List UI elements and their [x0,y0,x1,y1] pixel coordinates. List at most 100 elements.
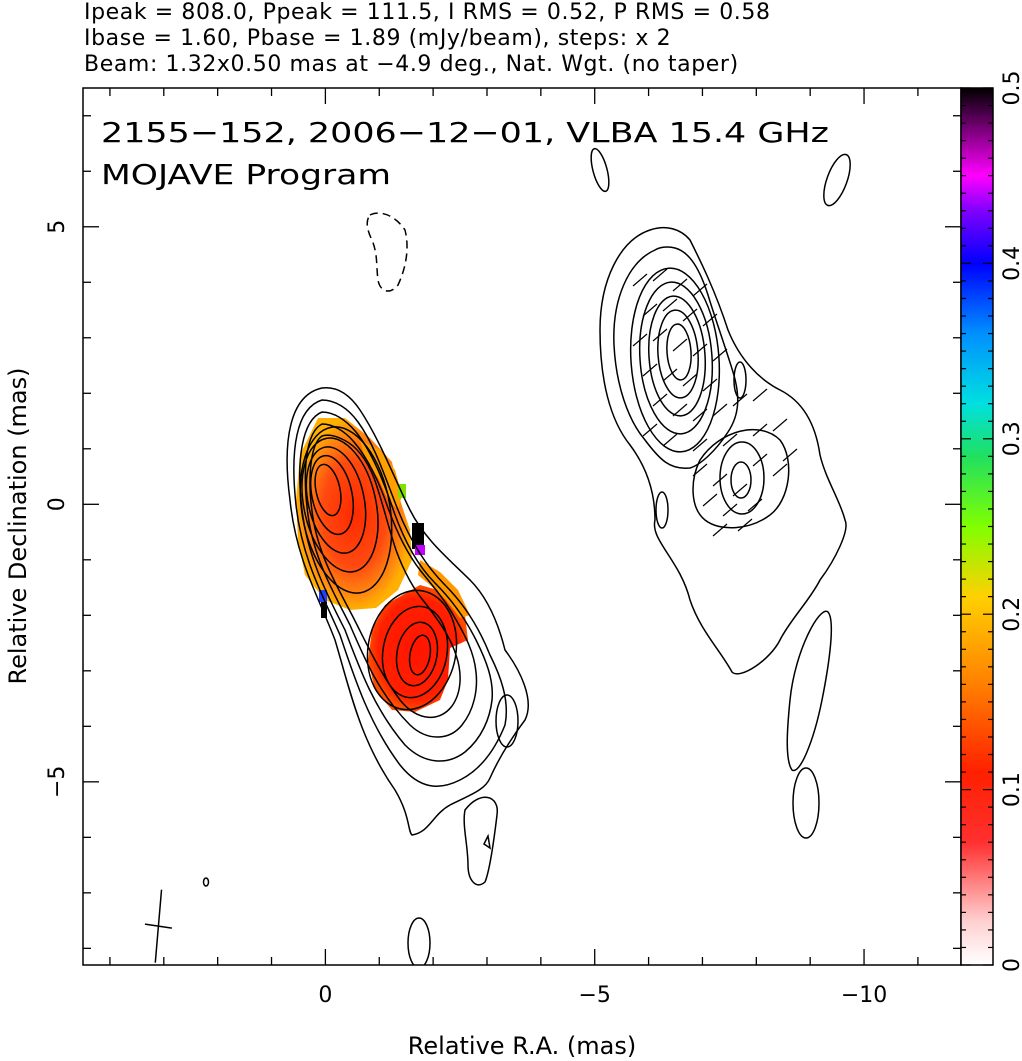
colorbar-tick-label: 0.4 [1000,246,1022,281]
polarization-vector [692,408,708,422]
polarization-vector [752,453,768,467]
contour-jet-1 [366,589,458,711]
contour-lobe-4 [638,281,714,435]
contour-island [483,833,492,850]
x-tick-label: −5 [578,983,610,1008]
contour-island [202,877,210,887]
contour-knot-3 [730,461,752,499]
contour-lobe-2 [613,246,739,469]
jet-polarization-edge [418,560,470,618]
polarization-vector [652,268,668,282]
polarization-vector [772,463,788,477]
contour-jet-4 [408,634,432,676]
polarization-vector [752,388,768,402]
polarization-vector [692,343,708,357]
polarization-vector [672,338,688,352]
polarization-vector [732,393,748,407]
contour-core-5 [314,463,342,517]
polarization-vector [642,423,658,437]
polarization-vector [682,308,698,322]
colorbar-tick-label: 0.5 [1000,71,1022,106]
contour-5 [309,434,461,719]
contour-lobe-3 [629,267,721,453]
polarization-vector [642,303,658,317]
x-tick-label: 0 [318,983,332,1008]
polarization-vector [632,333,648,347]
polarization-vectors [632,268,798,537]
contour-jet-3 [395,621,439,687]
contour-outer [286,387,529,836]
polarization-vector [752,423,768,437]
jet-polarization-region [368,585,468,712]
contour-island [792,767,820,839]
polarization-vector [737,518,753,532]
colorbar-tick-label: 0.3 [1000,421,1022,456]
polarization-vector [672,403,688,417]
colorbar [960,87,994,966]
polarization-vector [682,373,698,387]
y-tick-label: 5 [45,220,70,234]
colorbar-tick-label: 0.1 [1000,772,1022,807]
contour-core-3 [305,446,367,554]
contour-2 [293,399,508,787]
polarization-vector [632,273,648,287]
mid-polarization-pixel [398,484,406,498]
tick-labels: 0 −5 −10 5 0 −5 0 0.1 0.2 0.3 0.4 0.5 [45,71,1022,1009]
beam-marker [144,889,172,963]
contour-core-4 [309,454,355,536]
y-tick-label: −5 [45,766,70,798]
contour-island [655,491,669,529]
polarization-vector [662,433,678,447]
contour-core-2 [301,437,379,573]
polarization-vector [662,368,678,382]
contour-lobe-knot [733,361,747,399]
negative-contour [366,212,408,292]
contour-lobe-outer [599,227,847,675]
contour-3 [299,411,494,762]
high-polarization-pixel-b [415,545,425,555]
polarization-vector [772,418,788,432]
polarization-vector [702,493,718,507]
header-line-base: Ibase = 1.60, Pbase = 1.89 (mJy/beam), s… [84,26,672,51]
contour-lobe-5 [648,295,706,417]
polarization-vector [722,503,738,517]
polarization-vector [662,298,678,312]
y-tick-label: 0 [45,497,70,511]
polarization-vector [652,328,668,342]
polarization-vector [702,313,718,327]
contour-island [823,153,851,207]
contour-island [407,917,431,965]
plot-title: 2155−152, 2006−12−01, VLBA 15.4 GHz [101,116,829,149]
polarization-vector [712,348,728,362]
contour-knot-1 [692,428,790,529]
header-line-peaks: Ipeak = 808.0, Ppeak = 111.5, I RMS = 0.… [84,0,771,25]
polarization-vector [712,473,728,487]
polarization-vector [692,438,708,452]
polarization-vector [712,403,728,417]
contour-4 [304,423,478,738]
contour-island [590,147,610,193]
polarization-vector [747,498,763,512]
polarization-vector [642,363,658,377]
x-tick-label: −10 [841,983,887,1008]
contour-jet-2 [381,605,449,699]
polarization-vector [722,433,738,447]
polarization-vector [692,283,708,297]
contour-core-1 [299,426,393,594]
contour-island [463,796,498,886]
contour-knot-2 [719,441,765,515]
beam-minor-axis [144,923,172,929]
polarization-vector [732,483,748,497]
header-text-block: Ipeak = 808.0, Ppeak = 111.5, I RMS = 0.… [84,0,984,78]
y-axis-label: Relative Declination (mas) [4,367,32,684]
x-axis-label: Relative R.A. (mas) [408,1032,636,1060]
polarization-vector [672,278,688,292]
contour-island [495,694,519,748]
axis-ticks [83,88,961,965]
intensity-contours [202,147,851,965]
contour-lobe-7 [666,323,692,381]
polarization-vector [782,448,798,462]
contour-island [786,610,833,772]
plot-subtitle: MOJAVE Program [101,158,391,191]
